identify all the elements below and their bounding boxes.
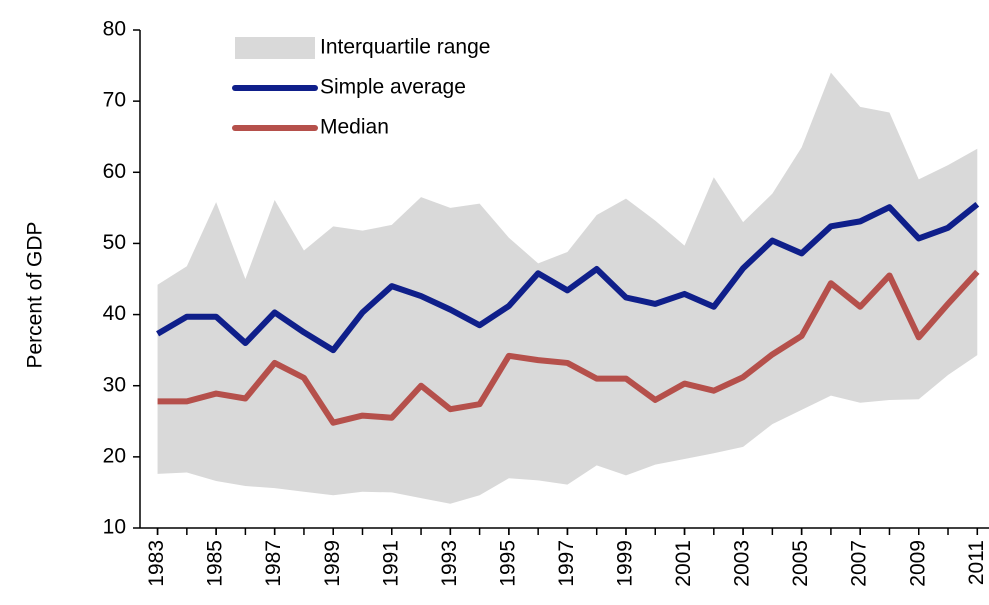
x-tick-label: 2005 xyxy=(789,540,812,587)
x-tick-label: 1989 xyxy=(321,540,344,587)
y-tick-label: 30 xyxy=(103,373,126,396)
x-tick-label: 2007 xyxy=(848,540,871,587)
x-tick-label: 1993 xyxy=(438,540,461,587)
legend-label: Simple average xyxy=(320,76,466,99)
legend-label: Interquartile range xyxy=(320,36,490,59)
y-tick-label: 40 xyxy=(103,302,126,325)
line xyxy=(157,269,980,426)
x-tick-label: 2009 xyxy=(906,540,929,587)
x-tick-label: 2003 xyxy=(731,540,754,587)
x-tick-label: 1997 xyxy=(555,540,578,587)
line xyxy=(156,201,980,354)
x-tick-label: 1999 xyxy=(614,540,637,587)
x-tick-label: 1987 xyxy=(262,540,285,587)
legend-label: Median xyxy=(320,116,389,139)
x-tick-label: 2011 xyxy=(965,540,988,585)
y-tick-label: 20 xyxy=(103,444,126,467)
x-tick-label: 2001 xyxy=(672,540,695,587)
y-axis-label: Percent of GDP xyxy=(24,221,47,368)
y-tick-label: 80 xyxy=(103,18,126,41)
x-tick-label: 1991 xyxy=(379,540,402,587)
y-tick-label: 50 xyxy=(103,231,126,254)
legend-swatch xyxy=(235,37,315,59)
y-tick-label: 70 xyxy=(103,89,126,112)
y-tick-label: 60 xyxy=(103,160,126,183)
x-tick-label: 1985 xyxy=(204,540,227,587)
y-tick-label: 10 xyxy=(103,516,126,539)
x-tick-label: 1983 xyxy=(145,540,168,587)
x-tick-label: 1995 xyxy=(496,540,519,587)
